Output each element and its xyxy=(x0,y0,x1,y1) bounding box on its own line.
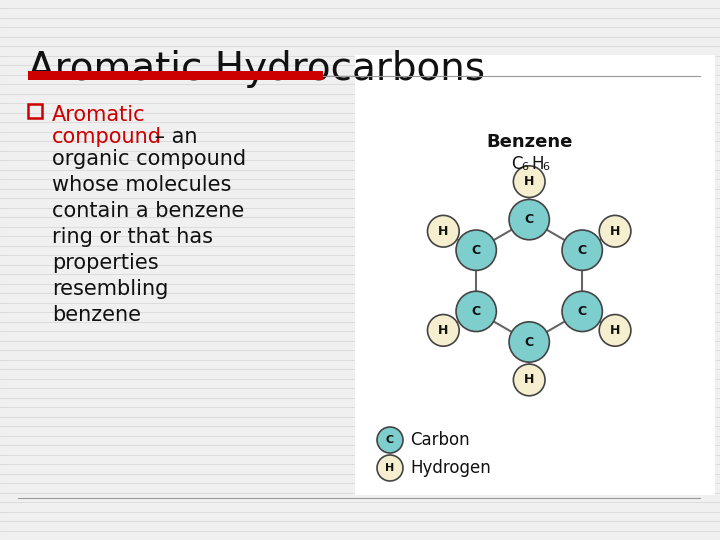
Circle shape xyxy=(562,291,603,332)
Text: C: C xyxy=(525,213,534,226)
Circle shape xyxy=(377,427,403,453)
Circle shape xyxy=(428,314,459,346)
Circle shape xyxy=(599,215,631,247)
Text: H: H xyxy=(610,225,620,238)
Text: H: H xyxy=(385,463,395,473)
Text: Benzene: Benzene xyxy=(486,133,572,151)
Text: 6: 6 xyxy=(521,161,528,172)
Text: C: C xyxy=(577,244,587,256)
Text: C: C xyxy=(472,244,481,256)
Bar xyxy=(355,55,715,495)
Text: C: C xyxy=(525,335,534,348)
Text: Hydrogen: Hydrogen xyxy=(410,459,491,477)
Text: organic compound: organic compound xyxy=(52,149,246,169)
Text: whose molecules: whose molecules xyxy=(52,175,231,195)
Text: – an: – an xyxy=(148,127,197,147)
Text: Aromatic Hydrocarbons: Aromatic Hydrocarbons xyxy=(28,50,485,88)
Circle shape xyxy=(513,364,545,396)
Bar xyxy=(28,104,42,118)
Text: H: H xyxy=(531,154,544,173)
Text: Aromatic: Aromatic xyxy=(52,105,145,125)
Text: properties: properties xyxy=(52,253,158,273)
Text: C: C xyxy=(511,154,523,173)
Circle shape xyxy=(456,230,496,271)
Circle shape xyxy=(428,215,459,247)
Circle shape xyxy=(509,322,549,362)
Text: ring or that has: ring or that has xyxy=(52,227,213,247)
Text: Carbon: Carbon xyxy=(410,431,469,449)
Text: H: H xyxy=(438,225,449,238)
Circle shape xyxy=(513,166,545,198)
Circle shape xyxy=(562,230,603,271)
Text: C: C xyxy=(386,435,394,445)
Text: H: H xyxy=(524,374,534,387)
Text: 6: 6 xyxy=(542,161,549,172)
Text: C: C xyxy=(472,305,481,318)
Circle shape xyxy=(509,199,549,240)
Text: H: H xyxy=(524,175,534,188)
Text: C: C xyxy=(577,305,587,318)
Text: H: H xyxy=(610,324,620,337)
Text: resembling: resembling xyxy=(52,279,168,299)
Text: benzene: benzene xyxy=(52,305,141,325)
Circle shape xyxy=(377,455,403,481)
Circle shape xyxy=(599,314,631,346)
Text: contain a benzene: contain a benzene xyxy=(52,201,244,221)
Text: compound: compound xyxy=(52,127,162,147)
Text: H: H xyxy=(438,324,449,337)
Circle shape xyxy=(456,291,496,332)
Bar xyxy=(28,71,323,80)
